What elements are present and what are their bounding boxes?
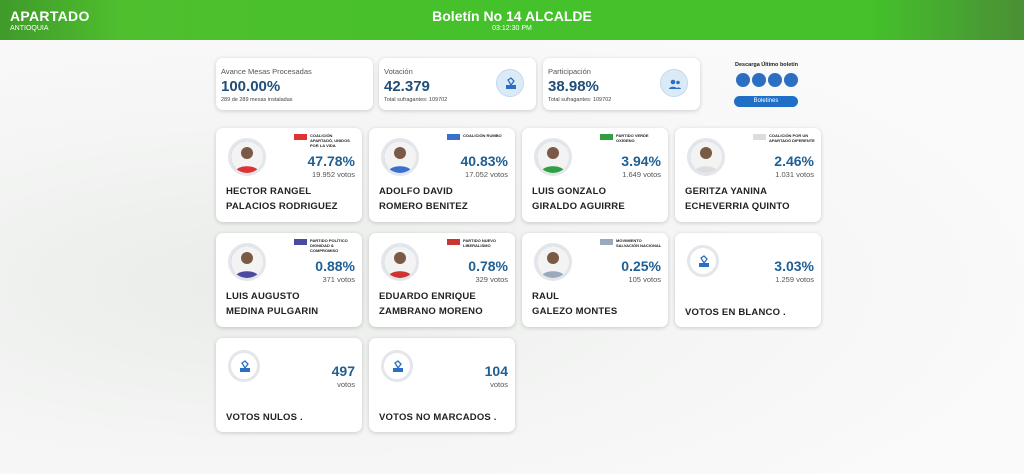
vote-percent: 0.78% — [468, 258, 508, 274]
candidate-photo — [687, 138, 725, 176]
stat-label: Votación — [384, 67, 413, 76]
stat-card: Votación 42.379 Total sufragantes: 109702 — [379, 58, 536, 110]
special-card: 3.03% 1.259 votos VOTOS EN BLANCO . — [675, 233, 821, 327]
candidate-photo — [381, 243, 419, 281]
progress-ring — [537, 141, 569, 173]
download-icon[interactable] — [752, 73, 766, 87]
municipality: APARTADO — [10, 8, 90, 24]
candidate-name: GERITZA YANINA — [685, 186, 768, 197]
party-name: COALICIÓN APARTADÓ, UNIDOS POR LA VIDA — [294, 133, 356, 148]
stat-label: Participación — [548, 67, 591, 76]
download-icon[interactable] — [768, 73, 782, 87]
stat-card: Avance Mesas Procesadas 100.00% 289 de 289… — [216, 58, 373, 110]
progress-ring — [537, 246, 569, 278]
special-label: VOTOS EN BLANCO . — [685, 307, 786, 318]
special-card: 104 votos VOTOS NO MARCADOS . — [369, 338, 515, 432]
vote-percent: 2.46% — [774, 153, 814, 169]
candidate-card: COALICIÓN POR UN APARTADÓ DIFERENTE 2.46%… — [675, 128, 821, 222]
bulletin-title: Boletín No 14 ALCALDE — [432, 8, 592, 24]
department: ANTIOQUIA — [10, 25, 49, 32]
candidate-name: ADOLFO DAVID — [379, 186, 453, 197]
bulletins-button[interactable]: Boletines — [734, 96, 798, 107]
vote-total: 104 — [484, 363, 508, 379]
stat-label: Avance Mesas Procesadas — [221, 67, 312, 76]
vote-count: 17.052 votos — [465, 170, 508, 179]
special-card: 497 votos VOTOS NULOS . — [216, 338, 362, 432]
special-label: VOTOS NULOS . — [226, 412, 303, 423]
candidate-name: GALEZO MONTES — [532, 306, 618, 317]
ballot-icon — [381, 350, 413, 382]
candidate-name: EDUARDO ENRIQUE — [379, 291, 476, 302]
download-icon[interactable] — [784, 73, 798, 87]
stat-icon — [496, 69, 524, 97]
stat-detail: 289 de 289 mesas instaladas — [221, 97, 293, 103]
candidate-name: PALACIOS RODRIGUEZ — [226, 201, 338, 212]
vote-count: 329 votos — [475, 275, 508, 284]
party-name: MOVIMIENTO SALVACIÓN NACIONAL — [600, 238, 662, 248]
download-label: Descarga Último boletín — [735, 62, 798, 68]
candidate-name: LUIS AUGUSTO — [226, 291, 300, 302]
party-name: COALICIÓN POR UN APARTADÓ DIFERENTE — [753, 133, 815, 143]
party-name: PARTIDO NUEVO LIBERALISMO — [447, 238, 509, 248]
stat-value: 42.379 — [384, 78, 430, 95]
vote-count: 19.952 votos — [312, 170, 355, 179]
candidate-card: PARTIDO NUEVO LIBERALISMO 0.78% 329 votos E… — [369, 233, 515, 327]
progress-ring — [690, 141, 722, 173]
candidate-card: COALICIÓN RUMBO 40.83% 17.052 votos ADOLFO … — [369, 128, 515, 222]
candidate-name: ECHEVERRIA QUINTO — [685, 201, 790, 212]
bulletin-time: 03:12:30 PM — [492, 25, 532, 32]
vote-percent: 0.25% — [621, 258, 661, 274]
candidate-photo — [381, 138, 419, 176]
ballot-icon — [228, 350, 260, 382]
ballot-icon — [687, 245, 719, 277]
progress-ring — [384, 141, 416, 173]
candidate-name: LUIS GONZALO — [532, 186, 607, 197]
vote-percent: 3.03% — [774, 258, 814, 274]
candidate-photo — [228, 243, 266, 281]
vote-percent: 47.78% — [307, 153, 355, 169]
vote-count: 371 votos — [322, 275, 355, 284]
candidate-photo — [534, 138, 572, 176]
candidate-card: MOVIMIENTO SALVACIÓN NACIONAL 0.25% 105 vo… — [522, 233, 668, 327]
stat-value: 38.98% — [548, 78, 599, 95]
vote-count: 1.031 votos — [775, 170, 814, 179]
stat-value: 100.00% — [221, 78, 281, 95]
candidate-card: PARTIDO POLÍTICO DIGNIDAD & COMPROMISO 0.… — [216, 233, 362, 327]
candidate-name: ROMERO BENITEZ — [379, 201, 468, 212]
vote-count: 1.649 votos — [622, 170, 661, 179]
candidate-photo — [228, 138, 266, 176]
download-icon[interactable] — [736, 73, 750, 87]
vote-percent: 0.88% — [315, 258, 355, 274]
vote-percent: 40.83% — [460, 153, 508, 169]
progress-ring — [384, 246, 416, 278]
candidate-photo — [534, 243, 572, 281]
progress-ring — [231, 141, 263, 173]
stat-card: Participación 38.98% Total sufragantes: 10… — [543, 58, 700, 110]
party-name: PARTIDO VERDE OXÍGENO — [600, 133, 662, 143]
candidate-name: RAUL — [532, 291, 560, 302]
vote-total: 497 — [331, 363, 355, 379]
vote-count: 105 votos — [628, 275, 661, 284]
vote-unit: votos — [490, 380, 508, 389]
candidate-card: COALICIÓN APARTADÓ, UNIDOS POR LA VIDA 47… — [216, 128, 362, 222]
candidate-name: HECTOR RANGEL — [226, 186, 312, 197]
party-name: COALICIÓN RUMBO — [447, 133, 509, 140]
candidate-name: MEDINA PULGARIN — [226, 306, 319, 317]
special-label: VOTOS NO MARCADOS . — [379, 412, 497, 423]
party-name: PARTIDO POLÍTICO DIGNIDAD & COMPROMISO — [294, 238, 356, 253]
vote-percent: 3.94% — [621, 153, 661, 169]
candidate-name: GIRALDO AGUIRRE — [532, 201, 625, 212]
progress-ring — [231, 246, 263, 278]
header: APARTADO ANTIOQUIA Boletín No 14 ALCALDE… — [0, 0, 1024, 40]
stat-detail: Total sufragantes: 109702 — [384, 97, 448, 103]
stat-icon — [660, 69, 688, 97]
stat-detail: Total sufragantes: 109702 — [548, 97, 612, 103]
vote-count: 1.259 votos — [775, 275, 814, 284]
candidate-card: PARTIDO VERDE OXÍGENO 3.94% 1.649 votos LUI… — [522, 128, 668, 222]
candidate-name: ZAMBRANO MORENO — [379, 306, 483, 317]
vote-unit: votos — [337, 380, 355, 389]
